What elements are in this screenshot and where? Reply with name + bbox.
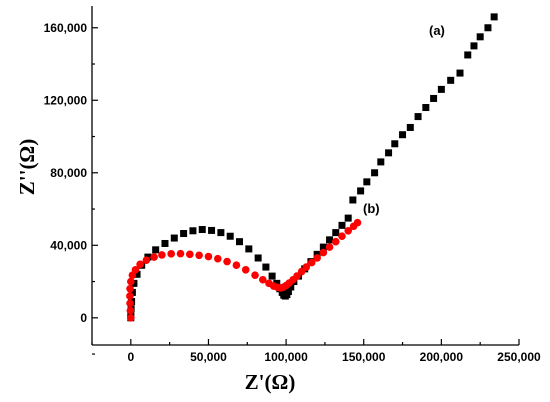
series-b-point [325, 243, 334, 251]
series-a-point [437, 85, 445, 93]
series-b-point [259, 275, 267, 284]
series-b-label: (b) [363, 201, 380, 216]
series-a-point [319, 243, 327, 251]
x-axis-title: Z'(Ω) [245, 370, 296, 394]
series-b-point [158, 251, 166, 259]
series-b-point [126, 292, 134, 300]
series-a-point [430, 94, 438, 102]
series-a-point [245, 245, 253, 253]
series-b-point [150, 253, 158, 261]
series-b-point [176, 249, 185, 258]
series-a-point [385, 149, 393, 157]
series-a-point [262, 263, 270, 271]
series-b-point [223, 257, 231, 266]
series-a-point [377, 158, 385, 166]
tick-labels: 0 50,000 100,000 150,000 200,000 250,000 0 40,0… [44, 21, 541, 364]
x-tick-label: 200,000 [420, 350, 464, 364]
series-a-point [363, 178, 371, 186]
series-b-point [127, 314, 135, 322]
series-a-point [357, 187, 365, 195]
series-b-point [241, 265, 250, 274]
y-tick-label: 80,000 [50, 166, 87, 180]
series-b-point [344, 226, 353, 235]
series-a-point [284, 288, 292, 296]
series-b-point [136, 260, 144, 269]
series-a-point [490, 13, 498, 21]
series-a-point [476, 33, 484, 41]
series-a-point [170, 234, 178, 242]
series-a-point [180, 230, 188, 238]
series-a-point [422, 104, 430, 112]
series-a-point [371, 169, 379, 177]
series-b-point [353, 218, 362, 227]
axis-ticks [91, 27, 520, 355]
series-a-point [464, 51, 472, 59]
series-a-point [344, 214, 352, 222]
series-a-point [217, 229, 225, 237]
series-b-point [297, 267, 306, 276]
series-b-point [131, 265, 140, 274]
series-b-point [167, 250, 175, 258]
series-b-point [126, 285, 134, 293]
series-a-point [152, 246, 160, 254]
series-a-point [189, 227, 197, 235]
series-a-point [254, 254, 262, 262]
series-b-point [251, 271, 259, 280]
series-b-point [331, 237, 340, 246]
axes [91, 6, 519, 346]
x-tick-label: 50,000 [190, 350, 227, 364]
series-b-point [126, 306, 135, 315]
series-a-point [349, 196, 357, 204]
series-b-point [204, 252, 213, 261]
series-b-point [307, 258, 316, 267]
series-a-point [447, 76, 455, 84]
series-a-point [128, 288, 136, 296]
series-b-point [127, 277, 135, 286]
series-a-label: (a) [429, 23, 445, 38]
series-a-point [236, 238, 244, 246]
series-b-point [313, 254, 321, 262]
series-a-point [484, 24, 492, 32]
y-tick-label: 40,000 [50, 238, 87, 252]
series-a-point [338, 221, 346, 229]
series-b-point [142, 256, 151, 264]
series-a-point [161, 239, 169, 247]
series-a-point [399, 131, 407, 139]
series-a-point [391, 140, 399, 148]
x-tick-label: 100,000 [264, 350, 308, 364]
series-b-point [232, 261, 241, 270]
series-a-point [332, 229, 340, 237]
data-points [126, 13, 498, 322]
series-a-point [326, 236, 334, 244]
series-a-point [273, 279, 281, 287]
x-tick-label: 150,000 [342, 350, 386, 364]
series-a-point [226, 232, 234, 240]
y-tick-label: 0 [80, 311, 87, 325]
series-b-point [126, 299, 134, 308]
series-b-point [186, 250, 194, 259]
series-a-point [198, 226, 206, 234]
x-tick-label: 250,000 [497, 350, 541, 364]
series-b-point [195, 251, 203, 260]
series-b-point [302, 263, 311, 271]
series-a-point [470, 42, 478, 50]
series-b-point [319, 248, 328, 257]
y-tick-label: 120,000 [44, 93, 88, 107]
x-tick-label: 0 [127, 350, 134, 364]
series-b-point [213, 254, 222, 263]
series-a-point [456, 69, 464, 77]
series-b-point [293, 272, 301, 280]
series-a-point [268, 272, 276, 280]
series-a-point [208, 226, 216, 234]
series-a-point [414, 113, 422, 121]
y-axis-title: Z''(Ω) [15, 139, 39, 195]
series-a-point [406, 123, 414, 131]
y-tick-label: 160,000 [44, 21, 88, 35]
series-b-point [338, 232, 346, 241]
series-a-point [133, 270, 141, 278]
series-a-point [287, 283, 295, 291]
